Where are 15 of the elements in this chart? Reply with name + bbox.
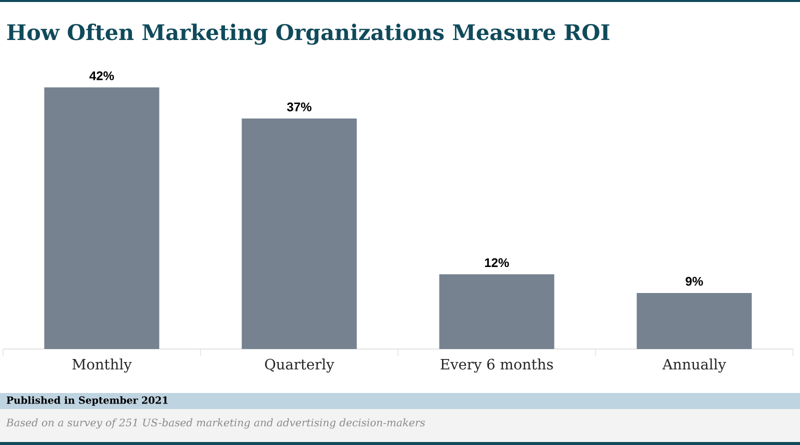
chart-title: How Often Marketing Organizations Measure ROI — [7, 24, 610, 45]
text: Published in September 2021 — [6, 396, 168, 406]
data-label: 37% — [287, 102, 312, 112]
bar — [636, 292, 752, 349]
x-tick-label: Annually — [662, 358, 726, 373]
data-label: 42% — [89, 71, 114, 80]
x-tick-label: Every 6 months — [440, 358, 553, 373]
bar — [242, 118, 357, 349]
data-label: 12% — [485, 258, 509, 268]
x-tick-label: Monthly — [72, 358, 132, 373]
data-label: 9% — [686, 276, 703, 286]
x-tick-label: Quarterly — [265, 358, 334, 373]
text: Based on a survey of 251 US-based marketing and advertising decision-makers — [6, 418, 425, 429]
bar — [44, 87, 160, 349]
bar — [439, 274, 554, 349]
